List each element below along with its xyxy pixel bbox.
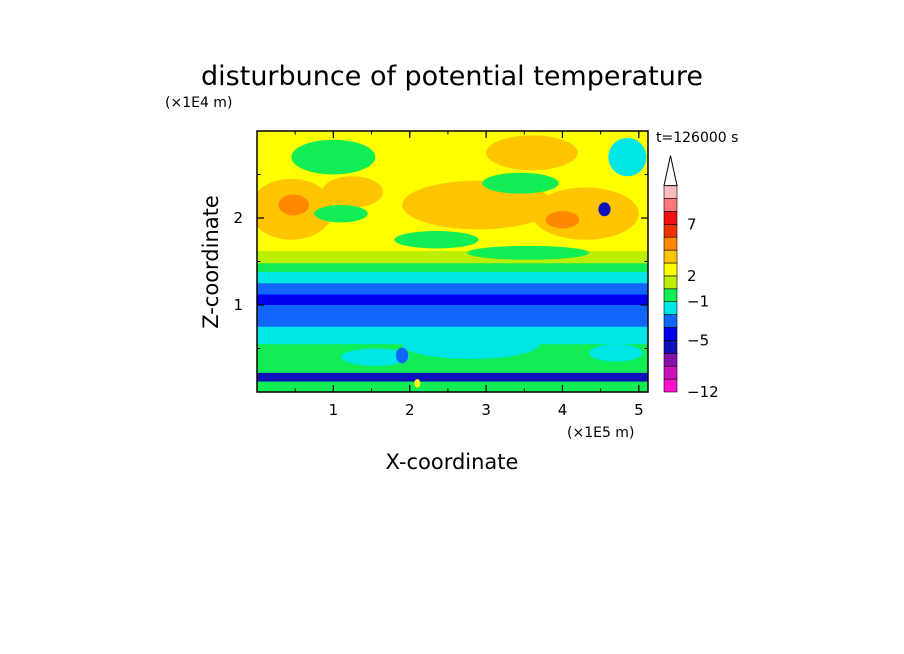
- colorbar-swatch: [663, 314, 678, 328]
- colorbar-swatch: [663, 224, 678, 238]
- contour-blob: [486, 135, 578, 171]
- colorbar-tick-label: 2: [687, 267, 697, 285]
- x-tick-label: 3: [481, 401, 491, 419]
- chart-title: disturbunce of potential temperature: [201, 61, 703, 92]
- colorbar-swatch: [663, 288, 678, 302]
- x-axis: 1 2 3 4 5: [294, 131, 644, 419]
- contour-blob: [394, 231, 479, 249]
- contour-field: [257, 131, 648, 392]
- contour-band: [257, 381, 648, 392]
- y-tick-label: 1: [233, 296, 243, 314]
- colorbar: 7 2 −1 −5 −12: [663, 155, 719, 401]
- y-tick-label: 2: [233, 209, 243, 227]
- colorbar-tick-label: −1: [687, 293, 709, 311]
- contour-blob: [278, 194, 309, 216]
- colorbar-swatch: [663, 365, 678, 380]
- colorbar-extend-arrow: [663, 155, 678, 187]
- x-tick-label: 4: [558, 401, 568, 419]
- y-axis: 12: [233, 174, 648, 349]
- x-tick-label: 5: [634, 401, 644, 419]
- colorbar-swatch: [663, 262, 678, 277]
- contour-blob: [589, 344, 643, 362]
- y-unit-label: (×1E4 m): [165, 95, 232, 111]
- colorbar-swatch: [663, 211, 678, 225]
- colorbar-swatch: [663, 185, 678, 199]
- contour-blob: [531, 187, 639, 240]
- contour-blob: [314, 204, 368, 223]
- contour-blob: [467, 245, 590, 260]
- contour-blob: [482, 172, 559, 194]
- colorbar-swatch: [663, 198, 678, 212]
- contour-blob: [608, 137, 647, 177]
- contour-blob: [414, 378, 421, 388]
- time-label: t=126000 s: [656, 130, 738, 146]
- contour-blob: [341, 348, 410, 366]
- contour-blob: [321, 176, 384, 208]
- colorbar-swatch: [663, 352, 678, 367]
- colorbar-tick-label: 7: [687, 215, 697, 233]
- colorbar-tick-label: −5: [687, 331, 709, 349]
- contour-blob: [395, 347, 409, 364]
- contour-blob: [291, 139, 376, 175]
- x-tick-label: 1: [329, 401, 339, 419]
- colorbar-swatch: [663, 340, 678, 354]
- colorbar-swatch: [663, 327, 678, 341]
- colorbar-swatch: [663, 301, 678, 315]
- x-unit-label: (×1E5 m): [567, 425, 634, 441]
- colorbar-swatch: [663, 236, 678, 251]
- contour-blob: [598, 202, 611, 217]
- x-tick-label: 2: [405, 401, 415, 419]
- colorbar-tick-label: −12: [687, 383, 719, 401]
- contour-blob: [545, 211, 580, 229]
- y-axis-label: Z-coordinate: [199, 195, 223, 329]
- contour-blob: [402, 329, 540, 359]
- colorbar-swatch: [663, 275, 678, 290]
- colorbar-swatch: [663, 378, 678, 393]
- x-axis-label: X-coordinate: [386, 450, 519, 474]
- colorbar-swatch: [663, 249, 678, 264]
